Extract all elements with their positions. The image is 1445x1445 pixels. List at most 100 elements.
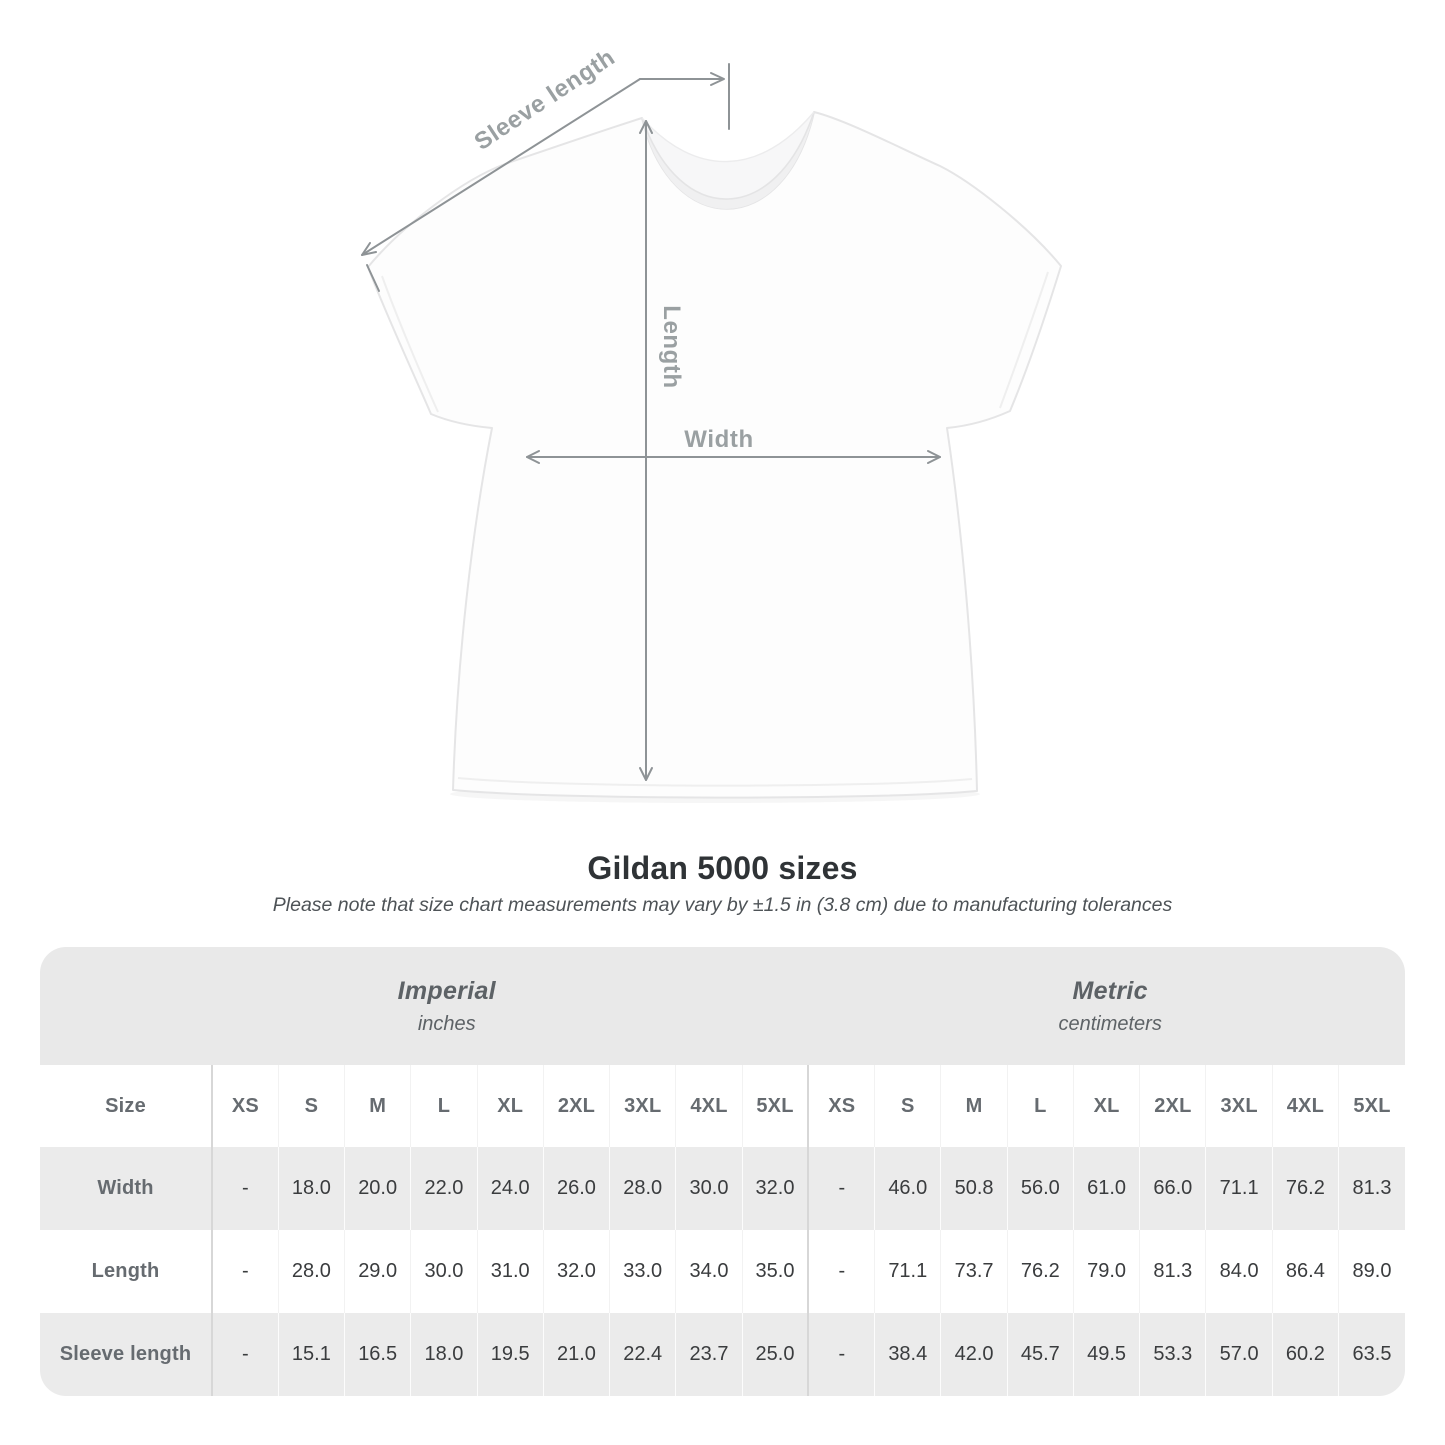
value-cell-imperial: 33.0	[609, 1230, 676, 1313]
value-cell-metric: 61.0	[1072, 1147, 1140, 1230]
size-header-metric-2xl: 2XL	[1139, 1065, 1206, 1147]
collar-inner-seam	[641, 111, 815, 200]
right-sleeve-hem	[999, 271, 1049, 409]
table-body: Width -18.0 20.0 22.0 24.0 26.0 28.0 30.0 32.0-4…	[40, 1147, 1405, 1396]
size-header-imperial-xs: XS	[210, 1065, 279, 1147]
value-cell-imperial: 23.7	[675, 1313, 743, 1396]
collar-back-seam	[641, 111, 815, 163]
value-cell-imperial: -	[210, 1230, 279, 1313]
size-header-imperial-xl: XL	[476, 1065, 544, 1147]
value-cell-metric: 71.1	[1205, 1147, 1273, 1230]
size-chart: Imperial inches Metric centimeters Size X…	[40, 947, 1405, 1396]
value-cell-metric: 45.7	[1006, 1313, 1074, 1396]
metric-group-header: Metric centimeters	[1058, 947, 1161, 1065]
length-label: Length	[658, 305, 685, 389]
value-cell-metric: 49.5	[1072, 1313, 1140, 1396]
value-cell-metric: 57.0	[1205, 1313, 1273, 1396]
length-arrowhead-bottom	[639, 767, 653, 781]
row-label: Length	[91, 1260, 160, 1282]
value-cell-metric: 50.8	[940, 1147, 1008, 1230]
width-label: Width	[684, 426, 753, 453]
value-cell-imperial: 25.0	[741, 1313, 809, 1396]
value-cell-imperial: -	[210, 1313, 279, 1396]
size-header-metric-xl: XL	[1072, 1065, 1140, 1147]
value-cell-metric: 79.0	[1072, 1230, 1140, 1313]
size-header-imperial-5xl: 5XL	[741, 1065, 809, 1147]
size-header-imperial-m: M	[344, 1065, 411, 1147]
tshirt-graphic	[367, 111, 1062, 799]
size-column-header: Size	[105, 1094, 146, 1117]
value-cell-metric: 53.3	[1139, 1313, 1206, 1396]
value-cell-metric: 71.1	[874, 1230, 941, 1313]
value-cell-metric: 76.2	[1271, 1147, 1339, 1230]
value-cell-metric: 86.4	[1271, 1230, 1339, 1313]
value-cell-imperial: 16.5	[344, 1313, 411, 1396]
value-cell-imperial: 34.0	[675, 1230, 743, 1313]
measurement-row-width: Width -18.0 20.0 22.0 24.0 26.0 28.0 30.0 32.0-4…	[40, 1147, 1405, 1230]
value-cell-metric: 66.0	[1139, 1147, 1206, 1230]
size-header-imperial-2xl: 2XL	[542, 1065, 610, 1147]
value-cell-metric: 56.0	[1006, 1147, 1074, 1230]
value-cell-metric: -	[807, 1230, 875, 1313]
value-cell-imperial: 31.0	[476, 1230, 544, 1313]
size-header-metric-m: M	[940, 1065, 1008, 1147]
value-cell-imperial: 28.0	[277, 1230, 345, 1313]
value-cell-imperial: 20.0	[344, 1147, 411, 1230]
sleeve-length-extension	[366, 264, 380, 292]
size-header-metric-s: S	[874, 1065, 941, 1147]
collar-reference-arrowhead	[710, 72, 725, 86]
value-cell-metric: 38.4	[874, 1313, 941, 1396]
value-cell-imperial: 24.0	[476, 1147, 544, 1230]
size-header-imperial-3xl: 3XL	[609, 1065, 676, 1147]
value-cell-imperial: 35.0	[741, 1230, 809, 1313]
row-label: Width	[97, 1177, 154, 1199]
value-cell-metric: 60.2	[1271, 1313, 1339, 1396]
value-cell-imperial: 22.0	[410, 1147, 478, 1230]
bottom-hem-stitch	[457, 777, 973, 787]
size-header-imperial-s: S	[277, 1065, 345, 1147]
value-cell-metric: 81.3	[1338, 1147, 1405, 1230]
row-label: Sleeve length	[59, 1343, 192, 1365]
value-cell-imperial: 29.0	[344, 1230, 411, 1313]
tolerance-note: Please note that size chart measurements…	[272, 894, 1173, 916]
value-cell-imperial: 32.0	[741, 1147, 809, 1230]
value-cell-imperial: 30.0	[675, 1147, 743, 1230]
value-cell-metric: -	[807, 1147, 875, 1230]
value-cell-imperial: 18.0	[410, 1313, 478, 1396]
width-arrowhead-left	[526, 450, 540, 464]
size-header-imperial-4xl: 4XL	[675, 1065, 743, 1147]
value-cell-metric: 76.2	[1006, 1230, 1074, 1313]
imperial-unit-label: inches	[417, 1012, 476, 1035]
tshirt-diagram: Sleeve length Length Width	[361, 44, 1062, 799]
value-cell-imperial: 18.0	[277, 1147, 345, 1230]
value-cell-imperial: 19.5	[476, 1313, 544, 1396]
measurements-table: Size XS S M L XL 2XL 3XL 4XL 5XL XS S M L XL 2XL 3XL 4XL 5…	[40, 1065, 1405, 1396]
measurement-row-sleeve-length: Sleeve length -15.1 16.5 18.0 19.5 21.0 22.4 23…	[40, 1313, 1405, 1396]
measurement-row-length: Length -28.0 29.0 30.0 31.0 32.0 33.0 34.0 35.0-…	[40, 1230, 1405, 1313]
left-sleeve-hem	[381, 275, 439, 413]
value-cell-imperial: -	[210, 1147, 279, 1230]
size-header-metric-3xl: 3XL	[1205, 1065, 1273, 1147]
value-cell-imperial: 32.0	[542, 1230, 610, 1313]
size-header-metric-4xl: 4XL	[1271, 1065, 1339, 1147]
value-cell-imperial: 26.0	[542, 1147, 610, 1230]
value-cell-metric: 84.0	[1205, 1230, 1273, 1313]
page-title: Gildan 5000 sizes	[587, 850, 858, 886]
imperial-group-header: Imperial inches	[398, 947, 496, 1065]
value-cell-imperial: 30.0	[410, 1230, 478, 1313]
value-cell-imperial: 15.1	[277, 1313, 345, 1396]
metric-label: Metric	[1072, 976, 1148, 1005]
measurement-arrows	[361, 63, 941, 781]
unit-group-header: Imperial inches Metric centimeters	[40, 947, 1405, 1065]
value-cell-imperial: 22.4	[609, 1313, 676, 1396]
value-cell-metric: 73.7	[940, 1230, 1008, 1313]
size-header-metric-xs: XS	[807, 1065, 875, 1147]
size-header-imperial-l: L	[410, 1065, 478, 1147]
size-header-metric-5xl: 5XL	[1338, 1065, 1405, 1147]
value-cell-metric: 63.5	[1338, 1313, 1405, 1396]
width-arrowhead-right	[927, 450, 941, 464]
value-cell-metric: 42.0	[940, 1313, 1008, 1396]
value-cell-metric: 81.3	[1139, 1230, 1206, 1313]
value-cell-imperial: 21.0	[542, 1313, 610, 1396]
